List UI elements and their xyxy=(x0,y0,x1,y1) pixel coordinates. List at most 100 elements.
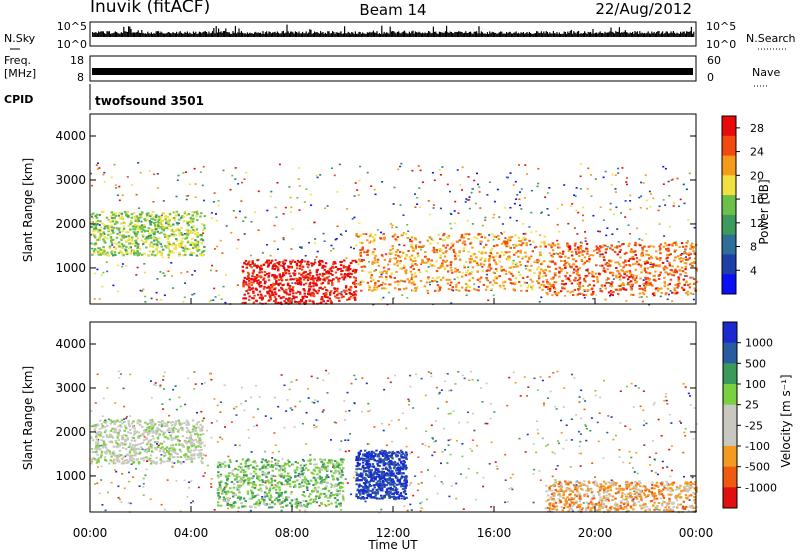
data-cell xyxy=(553,244,557,247)
data-cell xyxy=(306,489,309,491)
data-cell xyxy=(465,286,468,289)
data-cell xyxy=(567,263,571,266)
data-cell xyxy=(446,270,450,273)
nsky-sample xyxy=(266,31,268,37)
data-cell xyxy=(191,220,195,223)
data-cell xyxy=(285,297,288,300)
cpid-strip: CPID twofsound 3501 xyxy=(4,84,204,110)
data-cell xyxy=(480,252,483,255)
data-cell xyxy=(193,167,196,170)
data-cell xyxy=(498,216,501,218)
data-cell xyxy=(429,213,432,216)
data-cell xyxy=(156,243,159,246)
data-cell xyxy=(152,216,156,219)
nsky-sample xyxy=(303,33,305,37)
data-cell xyxy=(596,276,599,279)
data-cell xyxy=(652,403,655,406)
data-cell xyxy=(282,497,285,500)
data-cell xyxy=(318,259,322,262)
data-cell xyxy=(599,288,602,290)
data-cell xyxy=(280,277,283,280)
data-cell xyxy=(125,213,128,216)
data-cell xyxy=(430,264,433,267)
data-cell xyxy=(301,265,304,268)
data-cell xyxy=(94,483,96,485)
data-cell xyxy=(188,183,191,186)
data-cell xyxy=(480,236,483,239)
nsky-sample xyxy=(534,33,536,37)
data-cell xyxy=(615,246,619,249)
data-cell xyxy=(521,277,525,279)
data-cell xyxy=(371,252,374,255)
data-cell xyxy=(360,280,363,282)
data-cell xyxy=(436,242,440,245)
data-cell xyxy=(329,293,332,296)
data-cell xyxy=(345,257,348,259)
nsky-sample xyxy=(618,27,620,37)
data-cell xyxy=(638,196,641,199)
data-cell xyxy=(108,440,111,443)
nsky-sample xyxy=(128,26,130,37)
data-cell xyxy=(647,257,651,260)
data-cell xyxy=(93,234,96,237)
data-cell xyxy=(240,200,243,202)
data-cell xyxy=(568,248,572,250)
data-cell xyxy=(125,245,128,248)
data-cell xyxy=(166,238,170,240)
data-cell xyxy=(617,172,620,174)
data-cell xyxy=(121,230,125,233)
nsky-sample xyxy=(308,32,310,37)
data-cell xyxy=(691,476,694,479)
data-cell xyxy=(362,233,365,235)
data-cell xyxy=(502,268,505,271)
data-cell xyxy=(118,455,121,458)
nsky-sample xyxy=(334,33,336,37)
data-cell xyxy=(492,216,495,219)
data-cell xyxy=(312,285,315,288)
data-cell xyxy=(355,244,358,247)
data-cell xyxy=(350,262,353,265)
data-cell xyxy=(132,231,136,234)
data-cell xyxy=(393,277,396,279)
data-cell xyxy=(354,298,357,301)
data-cell xyxy=(684,248,687,251)
data-cell xyxy=(148,243,152,246)
data-cell xyxy=(588,258,591,261)
data-cell xyxy=(604,251,607,254)
data-cell xyxy=(498,254,502,257)
data-cell xyxy=(113,242,116,245)
data-cell xyxy=(571,510,574,512)
data-cell xyxy=(199,233,202,236)
data-cell xyxy=(193,292,196,295)
data-cell xyxy=(101,425,104,428)
data-cell xyxy=(350,382,353,385)
data-cell xyxy=(159,384,162,387)
data-cell xyxy=(344,419,347,421)
data-cell xyxy=(94,402,97,404)
data-cell xyxy=(613,213,615,216)
nsky-sample xyxy=(228,32,230,37)
data-cell xyxy=(686,284,690,287)
data-cell xyxy=(94,227,97,230)
data-cell xyxy=(395,250,398,253)
data-cell xyxy=(118,185,121,188)
data-cell xyxy=(555,281,558,284)
data-cell xyxy=(575,187,578,189)
nsky-sample xyxy=(208,31,210,37)
data-cell xyxy=(97,162,99,164)
data-cell xyxy=(648,278,651,280)
data-cell xyxy=(189,221,192,224)
data-cell xyxy=(235,405,238,408)
data-cell xyxy=(109,236,113,239)
data-cell xyxy=(136,231,140,233)
data-cell xyxy=(303,289,306,292)
data-cell xyxy=(492,256,495,259)
nsky-sample xyxy=(658,31,660,37)
data-cell xyxy=(449,453,452,456)
nsky-sample xyxy=(102,31,104,37)
data-cell xyxy=(194,183,197,185)
data-cell xyxy=(478,186,481,188)
data-cell xyxy=(479,207,482,209)
data-cell xyxy=(584,231,586,233)
data-cell xyxy=(639,207,642,209)
